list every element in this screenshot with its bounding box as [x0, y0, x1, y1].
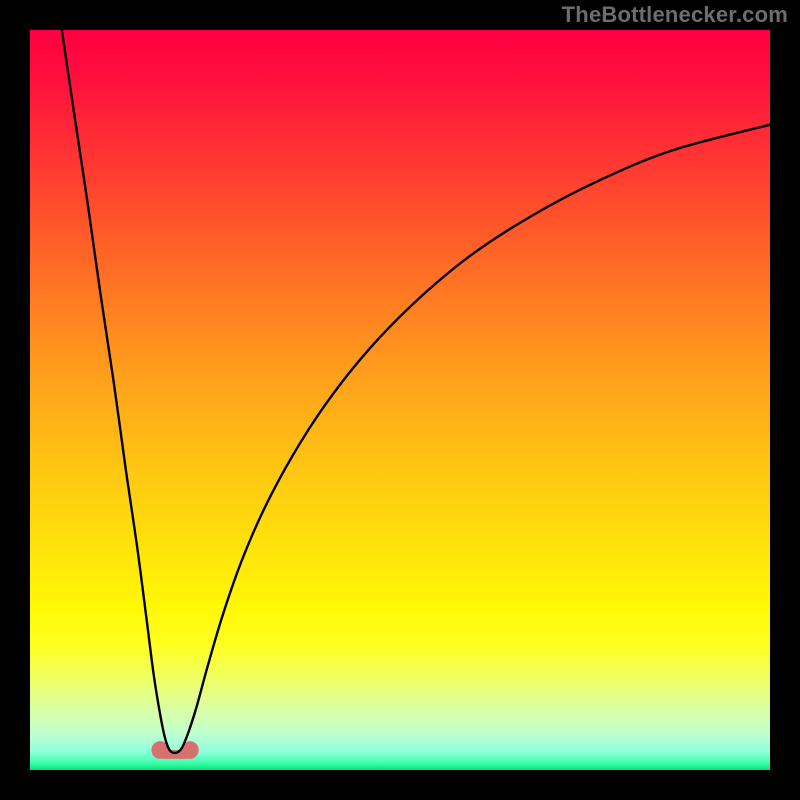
chart-svg — [30, 30, 770, 770]
chart-background — [30, 30, 770, 770]
plot-area — [30, 30, 770, 770]
watermark-text: TheBottlenecker.com — [562, 2, 788, 28]
chart-frame: TheBottlenecker.com — [0, 0, 800, 800]
